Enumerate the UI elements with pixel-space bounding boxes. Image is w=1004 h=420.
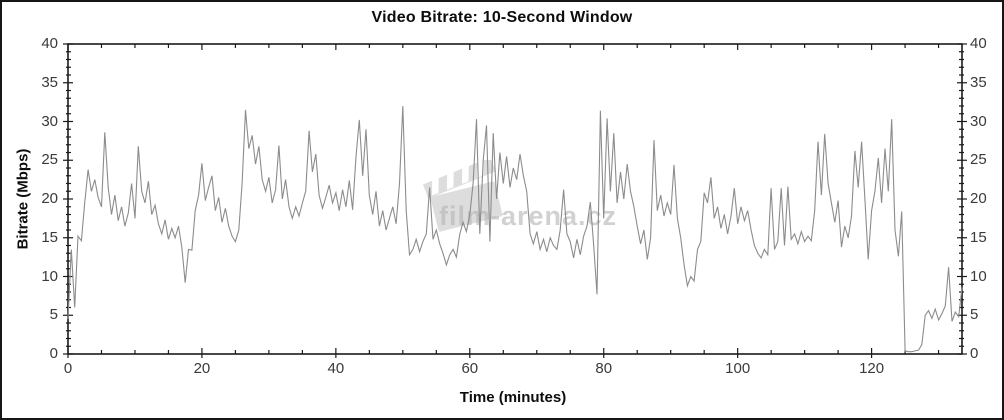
x-tick-label: 40: [327, 360, 345, 377]
y-tick-label-left: 40: [41, 35, 58, 52]
x-tick-label: 60: [461, 360, 479, 377]
chart-title: Video Bitrate: 10-Second Window: [371, 9, 633, 26]
y-tick-label-left: 10: [41, 267, 58, 285]
y-tick-label-left: 25: [41, 151, 58, 169]
y-tick-label-right: 15: [970, 228, 987, 246]
x-tick-label: 120: [859, 360, 885, 377]
y-tick-label-left: 35: [41, 73, 58, 91]
x-tick-label: 100: [725, 360, 751, 377]
bitrate-line-series: [67, 105, 963, 353]
x-tick-label: 80: [595, 360, 613, 377]
x-axis-title: Time (minutes): [459, 389, 567, 406]
y-tick-label-right: 35: [970, 73, 987, 91]
y-tick-label-right: 25: [970, 151, 987, 169]
y-tick-label-left: 30: [41, 112, 58, 130]
x-tick-label: 20: [193, 360, 211, 377]
x-tick-label: 0: [63, 360, 73, 377]
y-tick-label-right: 10: [970, 267, 987, 285]
y-tick-label-left: 0: [49, 345, 58, 362]
y-tick-label-right: 30: [970, 112, 987, 130]
y-tick-label-left: 15: [41, 228, 58, 246]
y-tick-label-right: 0: [970, 345, 979, 362]
y-tick-label-left: 20: [41, 190, 58, 207]
y-tick-label-right: 20: [970, 190, 987, 207]
y-tick-label-right: 5: [970, 306, 979, 324]
y-tick-label-left: 5: [49, 306, 58, 324]
y-tick-label-right: 40: [970, 35, 987, 52]
